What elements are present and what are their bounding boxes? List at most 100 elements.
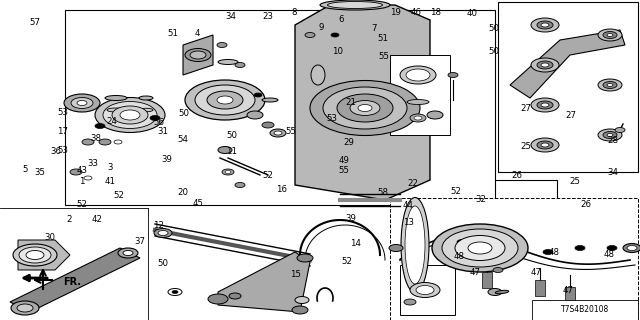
Text: 20: 20	[177, 188, 188, 197]
Circle shape	[607, 84, 613, 86]
Circle shape	[13, 244, 57, 266]
Text: 50: 50	[488, 47, 500, 56]
Circle shape	[172, 291, 178, 293]
Text: 5: 5	[23, 165, 28, 174]
Text: 27: 27	[520, 104, 532, 113]
Circle shape	[541, 143, 549, 147]
Circle shape	[208, 294, 228, 304]
Circle shape	[150, 116, 160, 121]
Circle shape	[292, 306, 308, 314]
Circle shape	[416, 285, 434, 294]
Polygon shape	[183, 35, 213, 75]
Bar	[535, 280, 545, 296]
Circle shape	[541, 103, 549, 107]
Circle shape	[195, 85, 255, 115]
Bar	[390, 198, 638, 320]
Circle shape	[11, 301, 39, 315]
Text: 9: 9	[319, 23, 324, 32]
Circle shape	[185, 49, 211, 61]
Text: 50: 50	[488, 24, 500, 33]
Circle shape	[235, 182, 245, 188]
Circle shape	[468, 242, 492, 254]
Text: 51: 51	[377, 34, 388, 43]
Circle shape	[123, 251, 133, 255]
Text: 47: 47	[469, 268, 481, 277]
Text: 4: 4	[195, 29, 200, 38]
Text: 47: 47	[531, 268, 542, 277]
Text: 53: 53	[57, 108, 68, 117]
Text: 56: 56	[153, 118, 164, 127]
Text: 12: 12	[153, 221, 164, 230]
Circle shape	[457, 239, 467, 244]
Text: 34: 34	[225, 12, 236, 21]
Bar	[532, 300, 638, 320]
Text: 53: 53	[326, 114, 337, 123]
Text: 14: 14	[349, 239, 361, 248]
Circle shape	[274, 131, 282, 135]
Ellipse shape	[107, 108, 125, 112]
Text: 39: 39	[346, 214, 356, 223]
Text: 42: 42	[92, 215, 103, 224]
Text: 24: 24	[106, 117, 118, 126]
Circle shape	[82, 139, 94, 145]
Text: 25: 25	[520, 142, 532, 151]
Text: 49: 49	[339, 156, 349, 165]
Ellipse shape	[218, 60, 238, 65]
Circle shape	[543, 250, 553, 254]
Text: 48: 48	[454, 252, 465, 261]
Bar	[482, 272, 492, 288]
Text: 28: 28	[607, 136, 619, 145]
Text: 7: 7	[372, 24, 377, 33]
Polygon shape	[295, 5, 430, 200]
Circle shape	[603, 31, 617, 38]
Circle shape	[406, 69, 430, 81]
Circle shape	[218, 147, 232, 154]
Circle shape	[70, 169, 82, 175]
Circle shape	[531, 138, 559, 152]
Text: 17: 17	[57, 127, 68, 136]
Circle shape	[103, 101, 157, 129]
Circle shape	[26, 251, 44, 260]
Text: 2: 2	[67, 215, 72, 224]
Circle shape	[537, 141, 553, 149]
Circle shape	[488, 289, 502, 295]
Circle shape	[389, 244, 403, 252]
Ellipse shape	[401, 197, 429, 292]
Circle shape	[598, 79, 622, 91]
Circle shape	[254, 93, 262, 97]
Ellipse shape	[105, 95, 127, 100]
Circle shape	[229, 293, 241, 299]
Circle shape	[297, 254, 313, 262]
Text: 13: 13	[403, 218, 414, 227]
Text: 11: 11	[226, 147, 237, 156]
Circle shape	[404, 299, 416, 305]
Circle shape	[531, 18, 559, 32]
Text: 52: 52	[341, 257, 353, 266]
Text: 50: 50	[226, 131, 237, 140]
Text: 30: 30	[44, 233, 56, 242]
Text: 10: 10	[332, 47, 344, 56]
Circle shape	[262, 122, 274, 128]
Text: 41: 41	[104, 177, 116, 186]
Text: 55: 55	[378, 52, 390, 61]
Circle shape	[158, 230, 168, 236]
Circle shape	[627, 245, 637, 251]
Text: 37: 37	[134, 237, 145, 246]
Circle shape	[270, 129, 286, 137]
Text: 31: 31	[157, 127, 169, 136]
Ellipse shape	[262, 98, 278, 102]
Bar	[390, 55, 450, 135]
Circle shape	[531, 58, 559, 72]
Circle shape	[607, 133, 613, 137]
Circle shape	[190, 51, 206, 59]
Text: 1: 1	[79, 177, 84, 186]
Circle shape	[598, 29, 622, 41]
Text: 48: 48	[548, 248, 559, 257]
Polygon shape	[18, 240, 70, 270]
Ellipse shape	[311, 65, 325, 85]
Circle shape	[432, 224, 528, 272]
Circle shape	[607, 34, 613, 36]
Circle shape	[114, 140, 122, 144]
Text: 47: 47	[563, 286, 574, 295]
Text: 52: 52	[76, 200, 88, 209]
